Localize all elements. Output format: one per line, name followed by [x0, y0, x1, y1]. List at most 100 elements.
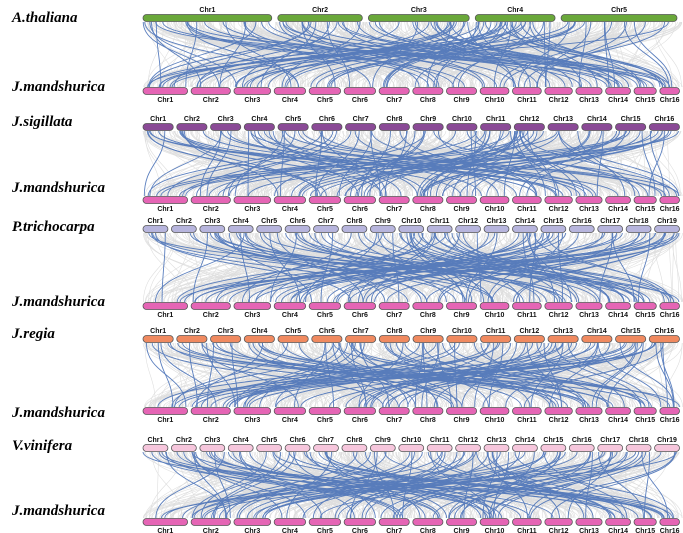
bottom-chromosome-bar [633, 302, 657, 310]
bottom-chromosome-label: Chr11 [517, 528, 537, 533]
top-chromosome-label: Chr1 [147, 218, 163, 225]
top-chromosome-bar [142, 14, 273, 22]
bottom-chromosome-label: Chr12 [549, 417, 569, 424]
bottom-chromosome-label: Chr12 [549, 528, 569, 533]
top-chromosome-label: Chr11 [430, 218, 450, 225]
bottom-chromosome-bar [544, 407, 573, 415]
top-chromosome-bar [277, 335, 309, 343]
top-chromosome-bar [480, 123, 512, 131]
top-chromosome-label: Chr7 [353, 328, 369, 335]
species-label-top: V.vinifera [12, 438, 73, 454]
species-label-bottom: J.mandshurica [12, 180, 105, 196]
bottom-chromosome-label: Chr13 [579, 206, 599, 213]
bottom-chromosome-label: Chr15 [635, 97, 655, 104]
top-chromosome-bar [648, 123, 680, 131]
bottom-chromosome-bar [273, 518, 307, 526]
top-chromosome-bar [243, 123, 275, 131]
bottom-chromosome-label: Chr6 [352, 206, 368, 213]
bottom-chromosome-bar [190, 518, 231, 526]
bottom-chromosome-label: Chr14 [608, 417, 628, 424]
bottom-chromosome-bar [308, 407, 342, 415]
top-chromosome-bar [513, 335, 545, 343]
bottom-chromosome-bar [412, 87, 444, 95]
bottom-chromosome-bar [479, 87, 510, 95]
collinear-gene-lines [142, 451, 677, 519]
bottom-chromosome-bar [446, 407, 478, 415]
bottom-chromosome-bar [633, 87, 657, 95]
top-chromosome-label: Chr8 [346, 437, 362, 444]
top-chromosome-label: Chr17 [600, 437, 620, 444]
top-chromosome-label: Chr19 [657, 437, 677, 444]
top-chromosome-bar [256, 225, 283, 233]
bottom-chromosome-bar [343, 518, 377, 526]
bottom-chromosome-label: Chr9 [454, 417, 470, 424]
top-chromosome-bar [654, 444, 680, 452]
top-chromosome-label: Chr16 [654, 116, 674, 123]
bottom-chromosome-bar [343, 87, 377, 95]
top-chromosome-label: Chr9 [420, 116, 436, 123]
bottom-chromosome-label: Chr13 [579, 312, 599, 319]
top-chromosome-label: Chr12 [458, 218, 478, 225]
bottom-chromosome-label: Chr8 [420, 528, 436, 533]
bottom-chromosome-bar [659, 87, 680, 95]
bottom-chromosome-label: Chr15 [635, 417, 655, 424]
bottom-chromosome-label: Chr2 [203, 206, 219, 213]
bottom-chromosome-bar [446, 196, 478, 204]
top-chromosome-bar [446, 123, 478, 131]
bottom-chromosome-bar [343, 196, 377, 204]
top-chromosome-label: Chr15 [543, 437, 563, 444]
collinear-gene-lines [142, 21, 673, 88]
top-chromosome-label: Chr1 [150, 116, 166, 123]
top-chromosome-label: Chr4 [233, 437, 249, 444]
top-chromosome-label: Chr10 [401, 437, 421, 444]
bottom-chromosome-bar [273, 302, 307, 310]
top-chromosome-bar [581, 123, 613, 131]
top-chromosome-label: Chr2 [176, 437, 192, 444]
bottom-chromosome-bar [273, 87, 307, 95]
top-chromosome-label: Chr1 [199, 7, 215, 14]
top-chromosome-label: Chr3 [218, 328, 234, 335]
synteny-panel: Chr1 Chr2 Chr3 Chr4 Chr5 Chr6 Chr7 Chr8 Chr9 Chr1… [142, 328, 683, 424]
top-chromosome-label: Chr14 [587, 328, 607, 335]
bottom-chromosome-bar [633, 518, 657, 526]
top-chromosome-label: Chr4 [251, 328, 267, 335]
bottom-chromosome-bar [190, 196, 231, 204]
top-chromosome-bar [313, 225, 339, 233]
bottom-chromosome-bar [233, 196, 272, 204]
bottom-chromosome-bar [575, 518, 603, 526]
bottom-chromosome-label: Chr5 [317, 97, 333, 104]
species-label-bottom: J.mandshurica [12, 405, 105, 421]
top-chromosome-label: Chr12 [519, 116, 539, 123]
bottom-chromosome-bar [512, 302, 542, 310]
bottom-chromosome-bar [343, 407, 377, 415]
top-chromosome-label: Chr5 [261, 218, 277, 225]
bottom-chromosome-bar [378, 518, 410, 526]
bottom-chromosome-bar [142, 87, 188, 95]
top-chromosome-bar [210, 335, 242, 343]
top-chromosome-label: Chr16 [572, 437, 592, 444]
bottom-chromosome-label: Chr14 [608, 206, 628, 213]
bottom-chromosome-bar [233, 518, 272, 526]
bottom-chromosome-bar [233, 302, 272, 310]
bottom-chromosome-label: Chr10 [485, 97, 505, 104]
top-chromosome-label: Chr11 [486, 328, 506, 335]
species-label-top: J.sigillata [12, 114, 73, 130]
top-chromosome-label: Chr5 [611, 7, 627, 14]
bottom-chromosome-bar [378, 87, 410, 95]
bottom-chromosome-label: Chr15 [635, 312, 655, 319]
top-chromosome-label: Chr11 [486, 116, 506, 123]
top-chromosome-label: Chr2 [176, 218, 192, 225]
bottom-chromosome-label: Chr2 [203, 312, 219, 319]
bottom-chromosome-bar [575, 302, 603, 310]
bottom-chromosome-bar [233, 407, 272, 415]
top-chromosome-label: Chr16 [572, 218, 592, 225]
bottom-chromosome-bar [512, 518, 542, 526]
bottom-chromosome-bar [659, 302, 680, 310]
bottom-chromosome-bar [479, 407, 510, 415]
bottom-chromosome-label: Chr1 [157, 97, 173, 104]
bottom-chromosome-bar [412, 518, 444, 526]
bottom-chromosome-label: Chr13 [579, 97, 599, 104]
bottom-chromosome-label: Chr4 [282, 528, 298, 533]
top-chromosome-label: Chr19 [657, 218, 677, 225]
